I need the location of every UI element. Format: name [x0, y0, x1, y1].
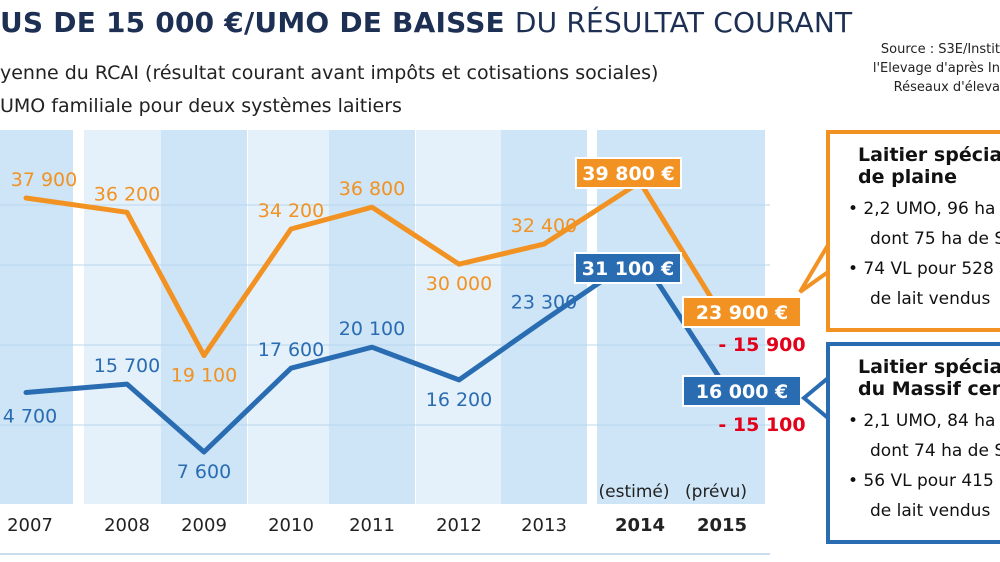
data-label: 30 000 [426, 273, 492, 295]
change-label: - 15 100 [718, 414, 805, 436]
data-label: 20 100 [339, 318, 405, 340]
data-label: 16 200 [426, 389, 492, 411]
chart-subtitle-line-1: yenne du RCAI (résultat courant avant im… [0, 62, 659, 84]
value-box [682, 375, 802, 407]
data-label: 36 200 [94, 183, 160, 205]
x-tick-note: (estimé) [599, 482, 670, 502]
data-label: 31 100 € [582, 258, 675, 280]
data-label: 16 000 € [696, 381, 789, 403]
data-label: 36 800 [339, 178, 405, 200]
data-label: 37 900 [11, 169, 77, 191]
data-label: 15 700 [94, 355, 160, 377]
legend-box-item: • 2,1 UMO, 84 ha [848, 411, 996, 431]
change-label: - 15 900 [718, 334, 805, 356]
data-label: 34 200 [258, 200, 324, 222]
column-band [329, 130, 415, 504]
x-tick-label: 2007 [7, 515, 53, 536]
x-tick-label: 2015 [697, 515, 747, 536]
legend-box-item: • 74 VL pour 528 [848, 259, 994, 279]
column-band [501, 130, 587, 504]
value-box [575, 157, 682, 189]
legend-box-title: de plaine [858, 166, 957, 188]
x-tick-note: (prévu) [685, 482, 747, 502]
column-band [161, 130, 247, 504]
x-tick-label: 2014 [615, 515, 665, 536]
data-label: 39 800 € [582, 163, 675, 185]
legend-box-item: • 2,2 UMO, 96 ha [848, 199, 996, 219]
legend-box-item: de lait vendus [870, 289, 991, 309]
column-band [416, 130, 502, 504]
column-band [248, 130, 334, 504]
callout-pointer-plaine [798, 237, 830, 294]
x-tick-label: 2012 [436, 515, 482, 536]
data-label: 19 100 [171, 365, 237, 387]
series-line-plaine [23, 179, 725, 359]
legend-box-item: dont 75 ha de S [870, 229, 1000, 249]
column-band [597, 130, 683, 504]
source-line: l'Elevage d'après In [872, 61, 1000, 76]
data-label: 23 900 € [696, 302, 789, 324]
data-label: 17 600 [258, 339, 324, 361]
legend-box-plaine: Laitier spécia de plaine • 2,2 UMO, 96 h… [826, 130, 1000, 332]
source-line: Source : S3E/Instit [880, 42, 1000, 57]
source-note: Source : S3E/Instit l'Elevage d'après In… [830, 40, 1000, 97]
chart-title: US DE 15 000 €/UMO DE BAISSE DU RÉSULTAT… [0, 6, 853, 39]
data-label: 4 700 [3, 405, 57, 427]
legend-box-item: dont 74 ha de S [870, 441, 1000, 461]
data-label: 23 300 [511, 291, 577, 313]
source-line: Réseaux d'éleva [893, 80, 1000, 95]
chart-subtitle-line-2: UMO familiale pour deux systèmes laitier… [0, 95, 402, 117]
legend-box-title: Laitier spécia [858, 144, 1000, 166]
data-label: 7 600 [177, 461, 231, 483]
legend-box-title: Laitier spécia [858, 356, 1000, 378]
data-label: 32 400 [511, 215, 577, 237]
legend-box-massif: Laitier spécia du Massif cen • 2,1 UMO, … [826, 342, 1000, 544]
x-tick-label: 2010 [268, 515, 314, 536]
callout-pointer-massif [800, 373, 830, 423]
legend-box-item: • 56 VL pour 415 [848, 471, 994, 491]
value-box [574, 252, 682, 284]
column-band [84, 130, 170, 504]
x-tick-label: 2013 [521, 515, 567, 536]
legend-box-item: de lait vendus [870, 501, 991, 521]
column-band [0, 130, 73, 504]
value-box [682, 296, 802, 328]
legend-box-title: du Massif cen [858, 378, 1000, 400]
x-tick-label: 2011 [349, 515, 395, 536]
x-tick-label: 2008 [104, 515, 150, 536]
x-tick-label: 2009 [181, 515, 227, 536]
